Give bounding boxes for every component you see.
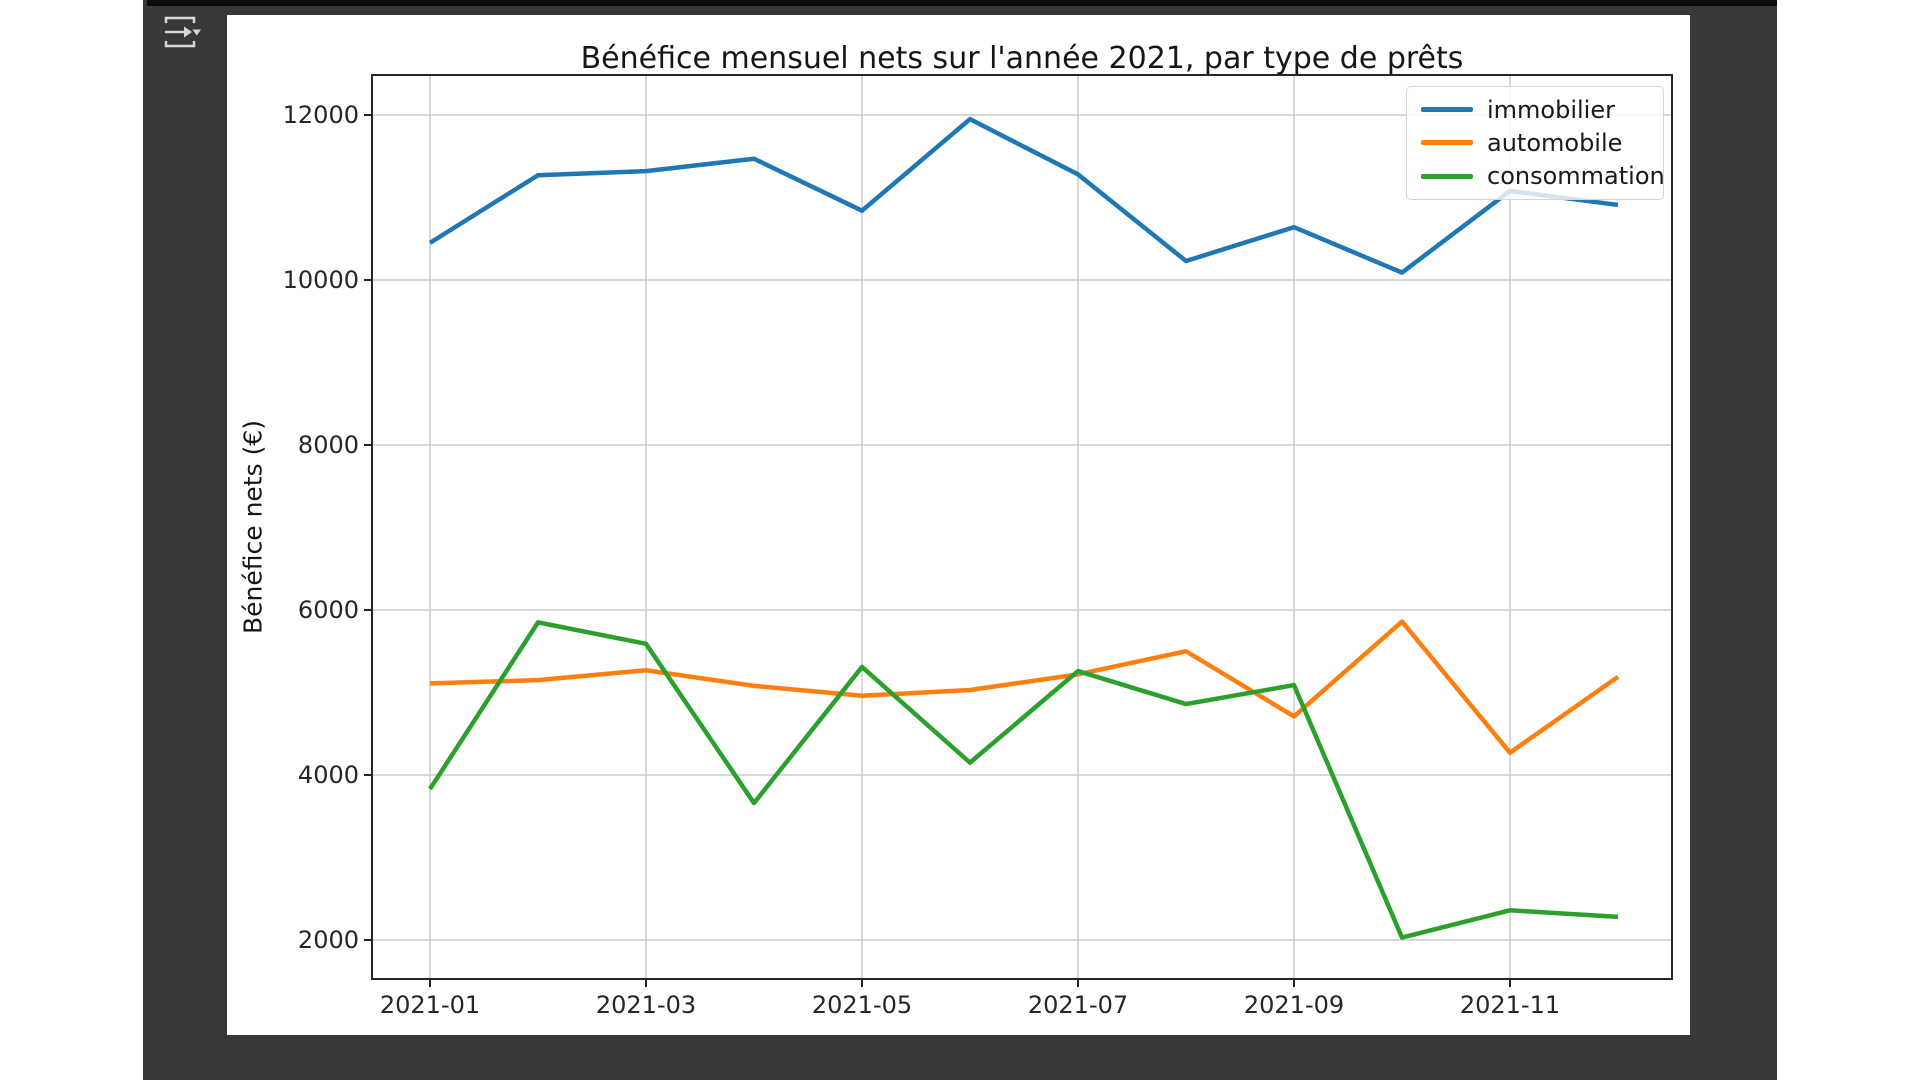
- legend-line-swatch: [1421, 173, 1473, 179]
- x-tick-label: 2021-05: [812, 991, 912, 1019]
- send-output-dropdown-icon: [164, 16, 201, 48]
- y-tick-label: 8000: [298, 431, 359, 459]
- x-tick-label: 2021-11: [1460, 991, 1560, 1019]
- legend-label: consommation: [1487, 162, 1665, 191]
- x-tick-label: 2021-09: [1244, 991, 1344, 1019]
- legend-item-automobile: automobile: [1421, 129, 1649, 157]
- x-tick-label: 2021-07: [1028, 991, 1128, 1019]
- x-tick-label: 2021-03: [596, 991, 696, 1019]
- plot-area: 2021-01 2021-03 2021-05 2021-07 2021-09 2021-…: [283, 74, 1673, 1019]
- y-tick-label: 12000: [283, 101, 359, 129]
- legend: immobilier automobile consommation: [1406, 86, 1665, 200]
- legend-item-immobilier: immobilier: [1421, 96, 1649, 124]
- legend-line-swatch: [1421, 107, 1473, 113]
- app-panel: 2021-01 2021-03 2021-05 2021-07 2021-09 2021-…: [143, 0, 1777, 1080]
- y-tick-label: 4000: [298, 761, 359, 789]
- chart-title: Bénéfice mensuel nets sur l'année 2021, …: [580, 41, 1464, 76]
- y-tick-label: 10000: [283, 266, 359, 294]
- x-tick-label: 2021-01: [380, 991, 480, 1019]
- send-output-dropdown-button[interactable]: [161, 11, 203, 53]
- y-axis-label: Bénéfice nets (€): [238, 420, 268, 634]
- panel-top-bar: [147, 0, 1777, 6]
- legend-line-swatch: [1421, 140, 1473, 146]
- y-tick-label: 6000: [298, 596, 359, 624]
- legend-item-consommation: consommation: [1421, 162, 1665, 190]
- legend-label: immobilier: [1487, 95, 1615, 124]
- chart-figure: 2021-01 2021-03 2021-05 2021-07 2021-09 2021-…: [227, 15, 1690, 1035]
- legend-label: automobile: [1487, 128, 1623, 157]
- y-tick-label: 2000: [298, 926, 359, 954]
